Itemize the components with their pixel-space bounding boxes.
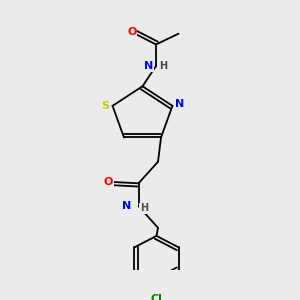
Text: Cl: Cl [151,294,163,300]
Text: N: N [122,201,131,211]
Text: N: N [144,61,154,71]
Text: O: O [104,177,113,187]
Text: H: H [159,61,168,71]
Text: O: O [127,27,137,38]
Text: S: S [101,101,109,111]
Text: N: N [175,100,184,110]
Text: H: H [140,203,148,213]
